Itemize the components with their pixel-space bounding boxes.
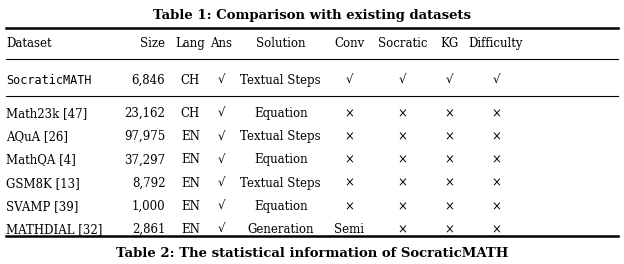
Text: √: √	[218, 107, 225, 120]
Text: ×: ×	[444, 177, 454, 190]
Text: 97,975: 97,975	[124, 130, 165, 143]
Text: ×: ×	[344, 130, 354, 143]
Text: √: √	[218, 153, 225, 167]
Text: ×: ×	[397, 200, 407, 213]
Text: KG: KG	[440, 37, 459, 50]
Text: ×: ×	[444, 200, 454, 213]
Text: ×: ×	[444, 223, 454, 236]
Text: Semi: Semi	[334, 223, 364, 236]
Text: ×: ×	[344, 153, 354, 167]
Text: ×: ×	[397, 130, 407, 143]
Text: Ans: Ans	[210, 37, 233, 50]
Text: Dataset: Dataset	[6, 37, 52, 50]
Text: GSM8K [13]: GSM8K [13]	[6, 177, 80, 190]
Text: AQuA [26]: AQuA [26]	[6, 130, 68, 143]
Text: ×: ×	[397, 177, 407, 190]
Text: √: √	[346, 74, 353, 87]
Text: SVAMP [39]: SVAMP [39]	[6, 200, 79, 213]
Text: MathQA [4]: MathQA [4]	[6, 153, 76, 167]
Text: ×: ×	[491, 130, 501, 143]
Text: Textual Steps: Textual Steps	[240, 177, 321, 190]
Text: Size: Size	[140, 37, 165, 50]
Text: Generation: Generation	[248, 223, 314, 236]
Text: EN: EN	[181, 223, 200, 236]
Text: √: √	[399, 74, 406, 87]
Text: ×: ×	[397, 153, 407, 167]
Text: EN: EN	[181, 153, 200, 167]
Text: ×: ×	[344, 200, 354, 213]
Text: ×: ×	[491, 107, 501, 120]
Text: √: √	[218, 223, 225, 236]
Text: ×: ×	[444, 153, 454, 167]
Text: EN: EN	[181, 200, 200, 213]
Text: √: √	[218, 74, 225, 87]
Text: √: √	[218, 177, 225, 190]
Text: SocraticMATH: SocraticMATH	[6, 74, 92, 87]
Text: 37,297: 37,297	[124, 153, 165, 167]
Text: CH: CH	[181, 107, 200, 120]
Text: CH: CH	[181, 74, 200, 87]
Text: Textual Steps: Textual Steps	[240, 74, 321, 87]
Text: 8,792: 8,792	[132, 177, 165, 190]
Text: √: √	[218, 130, 225, 143]
Text: Table 2: The statistical information of SocraticMATH: Table 2: The statistical information of …	[116, 247, 508, 261]
Text: ×: ×	[397, 107, 407, 120]
Text: 2,861: 2,861	[132, 223, 165, 236]
Text: ×: ×	[344, 177, 354, 190]
Text: ×: ×	[444, 107, 454, 120]
Text: MATHDIAL [32]: MATHDIAL [32]	[6, 223, 102, 236]
Text: ×: ×	[491, 223, 501, 236]
Text: ×: ×	[491, 177, 501, 190]
Text: ×: ×	[491, 153, 501, 167]
Text: √: √	[218, 200, 225, 213]
Text: ×: ×	[344, 107, 354, 120]
Text: Equation: Equation	[254, 107, 308, 120]
Text: ×: ×	[397, 223, 407, 236]
Text: 23,162: 23,162	[124, 107, 165, 120]
Text: EN: EN	[181, 130, 200, 143]
Text: Textual Steps: Textual Steps	[240, 130, 321, 143]
Text: Equation: Equation	[254, 200, 308, 213]
Text: ×: ×	[444, 130, 454, 143]
Text: ×: ×	[491, 200, 501, 213]
Text: EN: EN	[181, 177, 200, 190]
Text: Difficulty: Difficulty	[469, 37, 524, 50]
Text: Table 1: Comparison with existing datasets: Table 1: Comparison with existing datase…	[153, 9, 471, 22]
Text: Math23k [47]: Math23k [47]	[6, 107, 87, 120]
Text: √: √	[492, 74, 500, 87]
Text: 6,846: 6,846	[132, 74, 165, 87]
Text: Lang: Lang	[175, 37, 205, 50]
Text: Equation: Equation	[254, 153, 308, 167]
Text: Socratic: Socratic	[378, 37, 427, 50]
Text: √: √	[446, 74, 453, 87]
Text: 1,000: 1,000	[132, 200, 165, 213]
Text: Solution: Solution	[256, 37, 306, 50]
Text: Conv: Conv	[334, 37, 364, 50]
